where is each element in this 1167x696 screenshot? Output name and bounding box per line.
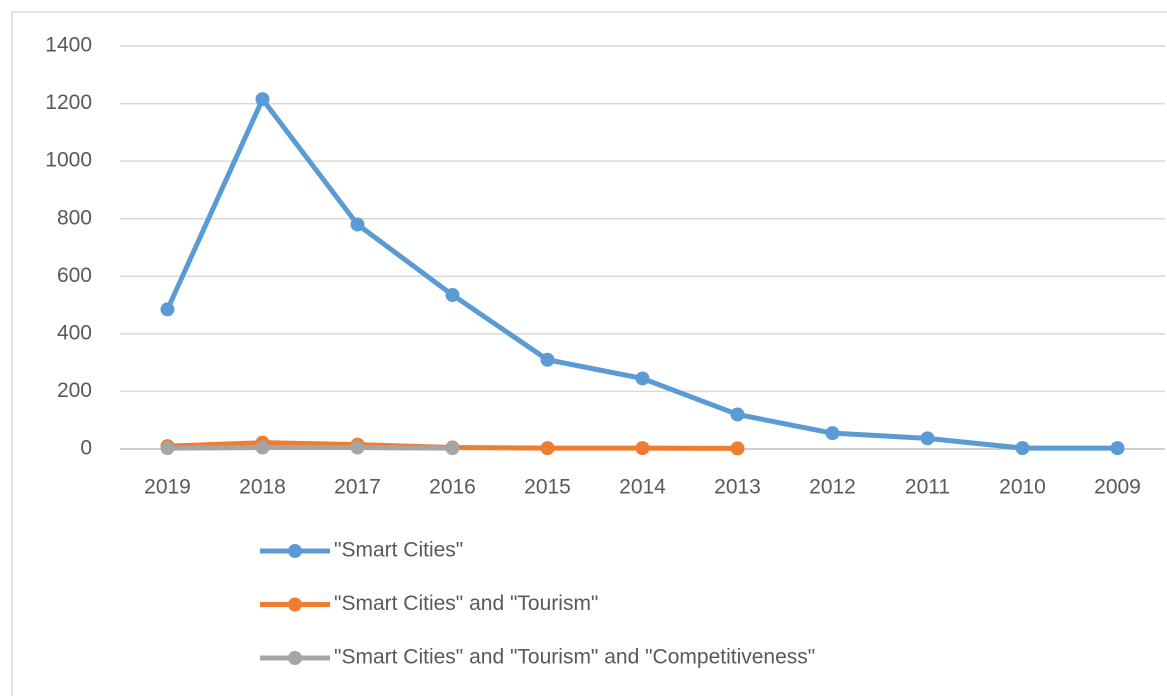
x-tick-label: 2016 [429, 476, 476, 499]
y-tick-label: 600 [57, 264, 92, 287]
data-point [255, 440, 270, 455]
y-tick-label: 800 [57, 206, 92, 229]
y-tick-label: 400 [57, 321, 92, 344]
data-point [540, 441, 555, 456]
data-point [445, 287, 460, 302]
data-point [540, 352, 555, 367]
y-tick-label: 1000 [45, 149, 92, 172]
x-tick-label: 2015 [524, 476, 571, 499]
data-point [635, 441, 650, 456]
series-line [167, 445, 453, 451]
y-tick-label: 200 [57, 379, 92, 402]
y-tick-label: 0 [80, 437, 92, 460]
data-point [255, 92, 270, 107]
x-tick-label: 2010 [999, 476, 1046, 499]
data-point [920, 431, 935, 446]
x-tick-label: 2013 [714, 476, 761, 499]
x-tick-label: 2011 [905, 476, 950, 499]
legend-marker [288, 597, 302, 612]
legend-marker [288, 544, 302, 558]
data-point [1110, 441, 1125, 456]
legend-label: "Smart Cities" and "Tourism" and "Compet… [334, 646, 815, 669]
x-tick-label: 2012 [809, 476, 856, 499]
data-point [1015, 441, 1030, 456]
x-tick-label: 2018 [239, 476, 286, 499]
data-point [350, 217, 365, 232]
data-point [445, 441, 460, 456]
y-tick-label: 1400 [45, 34, 92, 57]
x-tick-label: 2014 [619, 476, 666, 499]
data-point [350, 440, 365, 455]
data-point [635, 371, 650, 386]
x-tick-label: 2017 [334, 476, 381, 499]
data-point [730, 407, 745, 422]
chart-frame [11, 11, 1167, 696]
y-tick-label: 1200 [45, 91, 92, 114]
data-point [160, 441, 175, 456]
x-tick-label: 2009 [1094, 476, 1141, 499]
legend-label: "Smart Cities" and "Tourism" [334, 592, 598, 615]
data-point [825, 426, 840, 441]
legend-label: "Smart Cities" [334, 539, 463, 562]
data-point [160, 302, 175, 317]
x-tick-label: 2019 [144, 476, 191, 499]
legend-marker [288, 651, 302, 665]
data-point [730, 441, 745, 456]
